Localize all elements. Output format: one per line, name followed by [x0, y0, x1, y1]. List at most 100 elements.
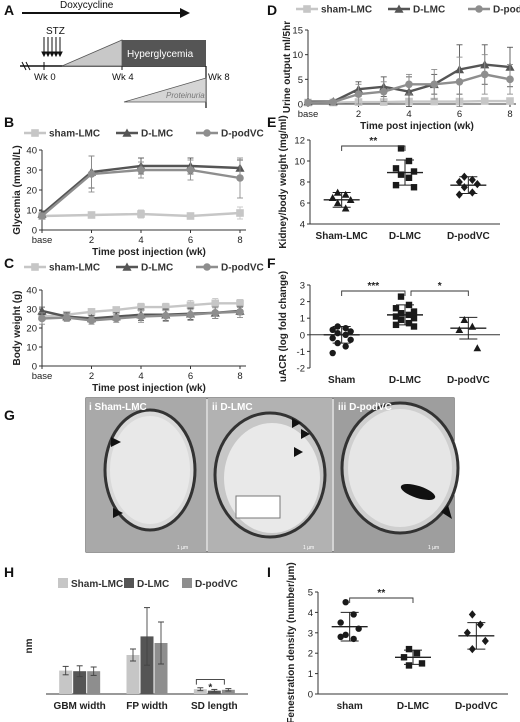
data-point — [480, 70, 489, 79]
data-point — [347, 328, 354, 335]
significance-bracket — [349, 597, 414, 603]
chart-kidney-body-weight: 4 6 8 10 12 Kidney/body weight (mg/ml) Sham-LM… — [278, 115, 500, 249]
significance-label: * — [208, 683, 212, 694]
data-point — [186, 212, 195, 220]
y-tick-label: 2 — [300, 297, 305, 308]
arrowhead-icon — [441, 505, 452, 519]
data-point — [430, 97, 439, 106]
bar — [126, 655, 140, 694]
y-tick-label: 0 — [300, 330, 305, 341]
x-tick-label: 2 — [356, 109, 361, 120]
data-point — [354, 90, 363, 98]
significance-label: ** — [377, 588, 385, 599]
y-axis-title: Body weight (g) — [12, 291, 23, 366]
x-axis-title: Time post injection (wk) — [360, 121, 474, 132]
panel-label-h: H — [4, 564, 14, 580]
data-point — [62, 313, 71, 322]
legend-marker — [203, 263, 211, 271]
data-point — [405, 311, 413, 319]
data-point — [342, 631, 349, 639]
arrow-icon — [294, 447, 303, 457]
data-point — [87, 170, 96, 178]
data-point — [405, 319, 413, 327]
x-category-label: GBM width — [54, 701, 106, 712]
data-point — [87, 308, 96, 316]
data-point — [397, 171, 405, 178]
x-tick-label: 6 — [188, 371, 193, 382]
legend-label: D-LMC — [137, 579, 169, 590]
micrograph-panel: i Sham-LMC 1 µm ii D-LMC 1 µm iii D-podV… — [85, 397, 460, 553]
significance-label: * — [438, 281, 442, 292]
data-point — [405, 174, 413, 181]
data-point — [460, 183, 468, 192]
data-point — [333, 188, 342, 196]
x-tick-label: 4 — [138, 235, 143, 246]
data-point — [342, 599, 349, 606]
x-category-label: Sham — [328, 375, 355, 386]
legend-marker — [122, 262, 132, 271]
bar — [59, 670, 73, 694]
y-tick-label: 40 — [26, 146, 37, 157]
stz-injection-arrows — [41, 37, 63, 58]
data-point — [480, 97, 489, 105]
y-tick-label: 0 — [308, 690, 313, 701]
y-tick-label: 20 — [26, 324, 37, 335]
x-tick-label: 4 — [138, 371, 143, 382]
legend-marker — [31, 129, 39, 137]
timeline-schematic: Doxycycline STZ Hyperglycemia Proteinuri… — [20, 0, 230, 108]
data-point — [410, 184, 418, 191]
data-point — [236, 308, 244, 316]
y-tick-label: 4 — [308, 608, 313, 619]
x-tick-label: 8 — [507, 109, 512, 120]
legend-marker — [303, 5, 311, 13]
data-point — [334, 339, 341, 347]
data-point — [328, 193, 337, 201]
data-point — [463, 628, 471, 637]
scale-bar-label: 1 µm — [177, 545, 188, 551]
y-tick-label: 2 — [308, 649, 313, 660]
data-point — [405, 157, 413, 165]
significance-bracket — [195, 679, 225, 685]
y-tick-label: 3 — [300, 281, 305, 292]
legend-marker — [203, 129, 211, 137]
y-tick-label: 4 — [300, 220, 305, 231]
legend-marker — [394, 4, 404, 13]
y-axis-title: Glycemia (mmol/L) — [12, 145, 23, 234]
proteinuria-ramp — [123, 77, 207, 103]
data-point — [410, 308, 418, 315]
data-point — [397, 316, 405, 324]
data-point — [329, 349, 336, 357]
data-point — [329, 98, 338, 106]
x-category-label: SD length — [191, 701, 238, 712]
y-axis-title: Fenestration density (number/µm) — [286, 562, 297, 722]
data-point — [392, 181, 400, 189]
arrowhead-icon — [113, 508, 123, 518]
legend-label: sham-LMC — [49, 129, 100, 140]
legend-swatch — [124, 578, 134, 588]
stz-label: STZ — [46, 26, 65, 37]
micrograph-label-sham: i Sham-LMC — [89, 402, 147, 413]
x-tick-label: 8 — [237, 371, 242, 382]
week-8-label: Wk 8 — [208, 72, 230, 83]
data-point — [329, 326, 336, 334]
data-point — [400, 654, 408, 661]
data-point — [405, 645, 413, 653]
x-category-label: D-LMC — [389, 375, 421, 386]
doxycycline-label: Doxycycline — [60, 0, 114, 11]
data-point — [397, 293, 405, 300]
data-point — [468, 322, 477, 330]
week-4-label: Wk 4 — [112, 72, 134, 83]
data-point — [161, 303, 170, 311]
data-point — [112, 314, 121, 323]
data-point — [342, 331, 349, 338]
data-point — [468, 644, 476, 654]
arrow-icon — [301, 429, 310, 439]
arrow-icon — [292, 418, 301, 428]
week-0-label: Wk 0 — [34, 72, 56, 83]
y-axis-title: nm — [24, 638, 35, 653]
data-point — [405, 301, 413, 309]
data-point — [410, 315, 418, 322]
data-point — [186, 310, 195, 319]
